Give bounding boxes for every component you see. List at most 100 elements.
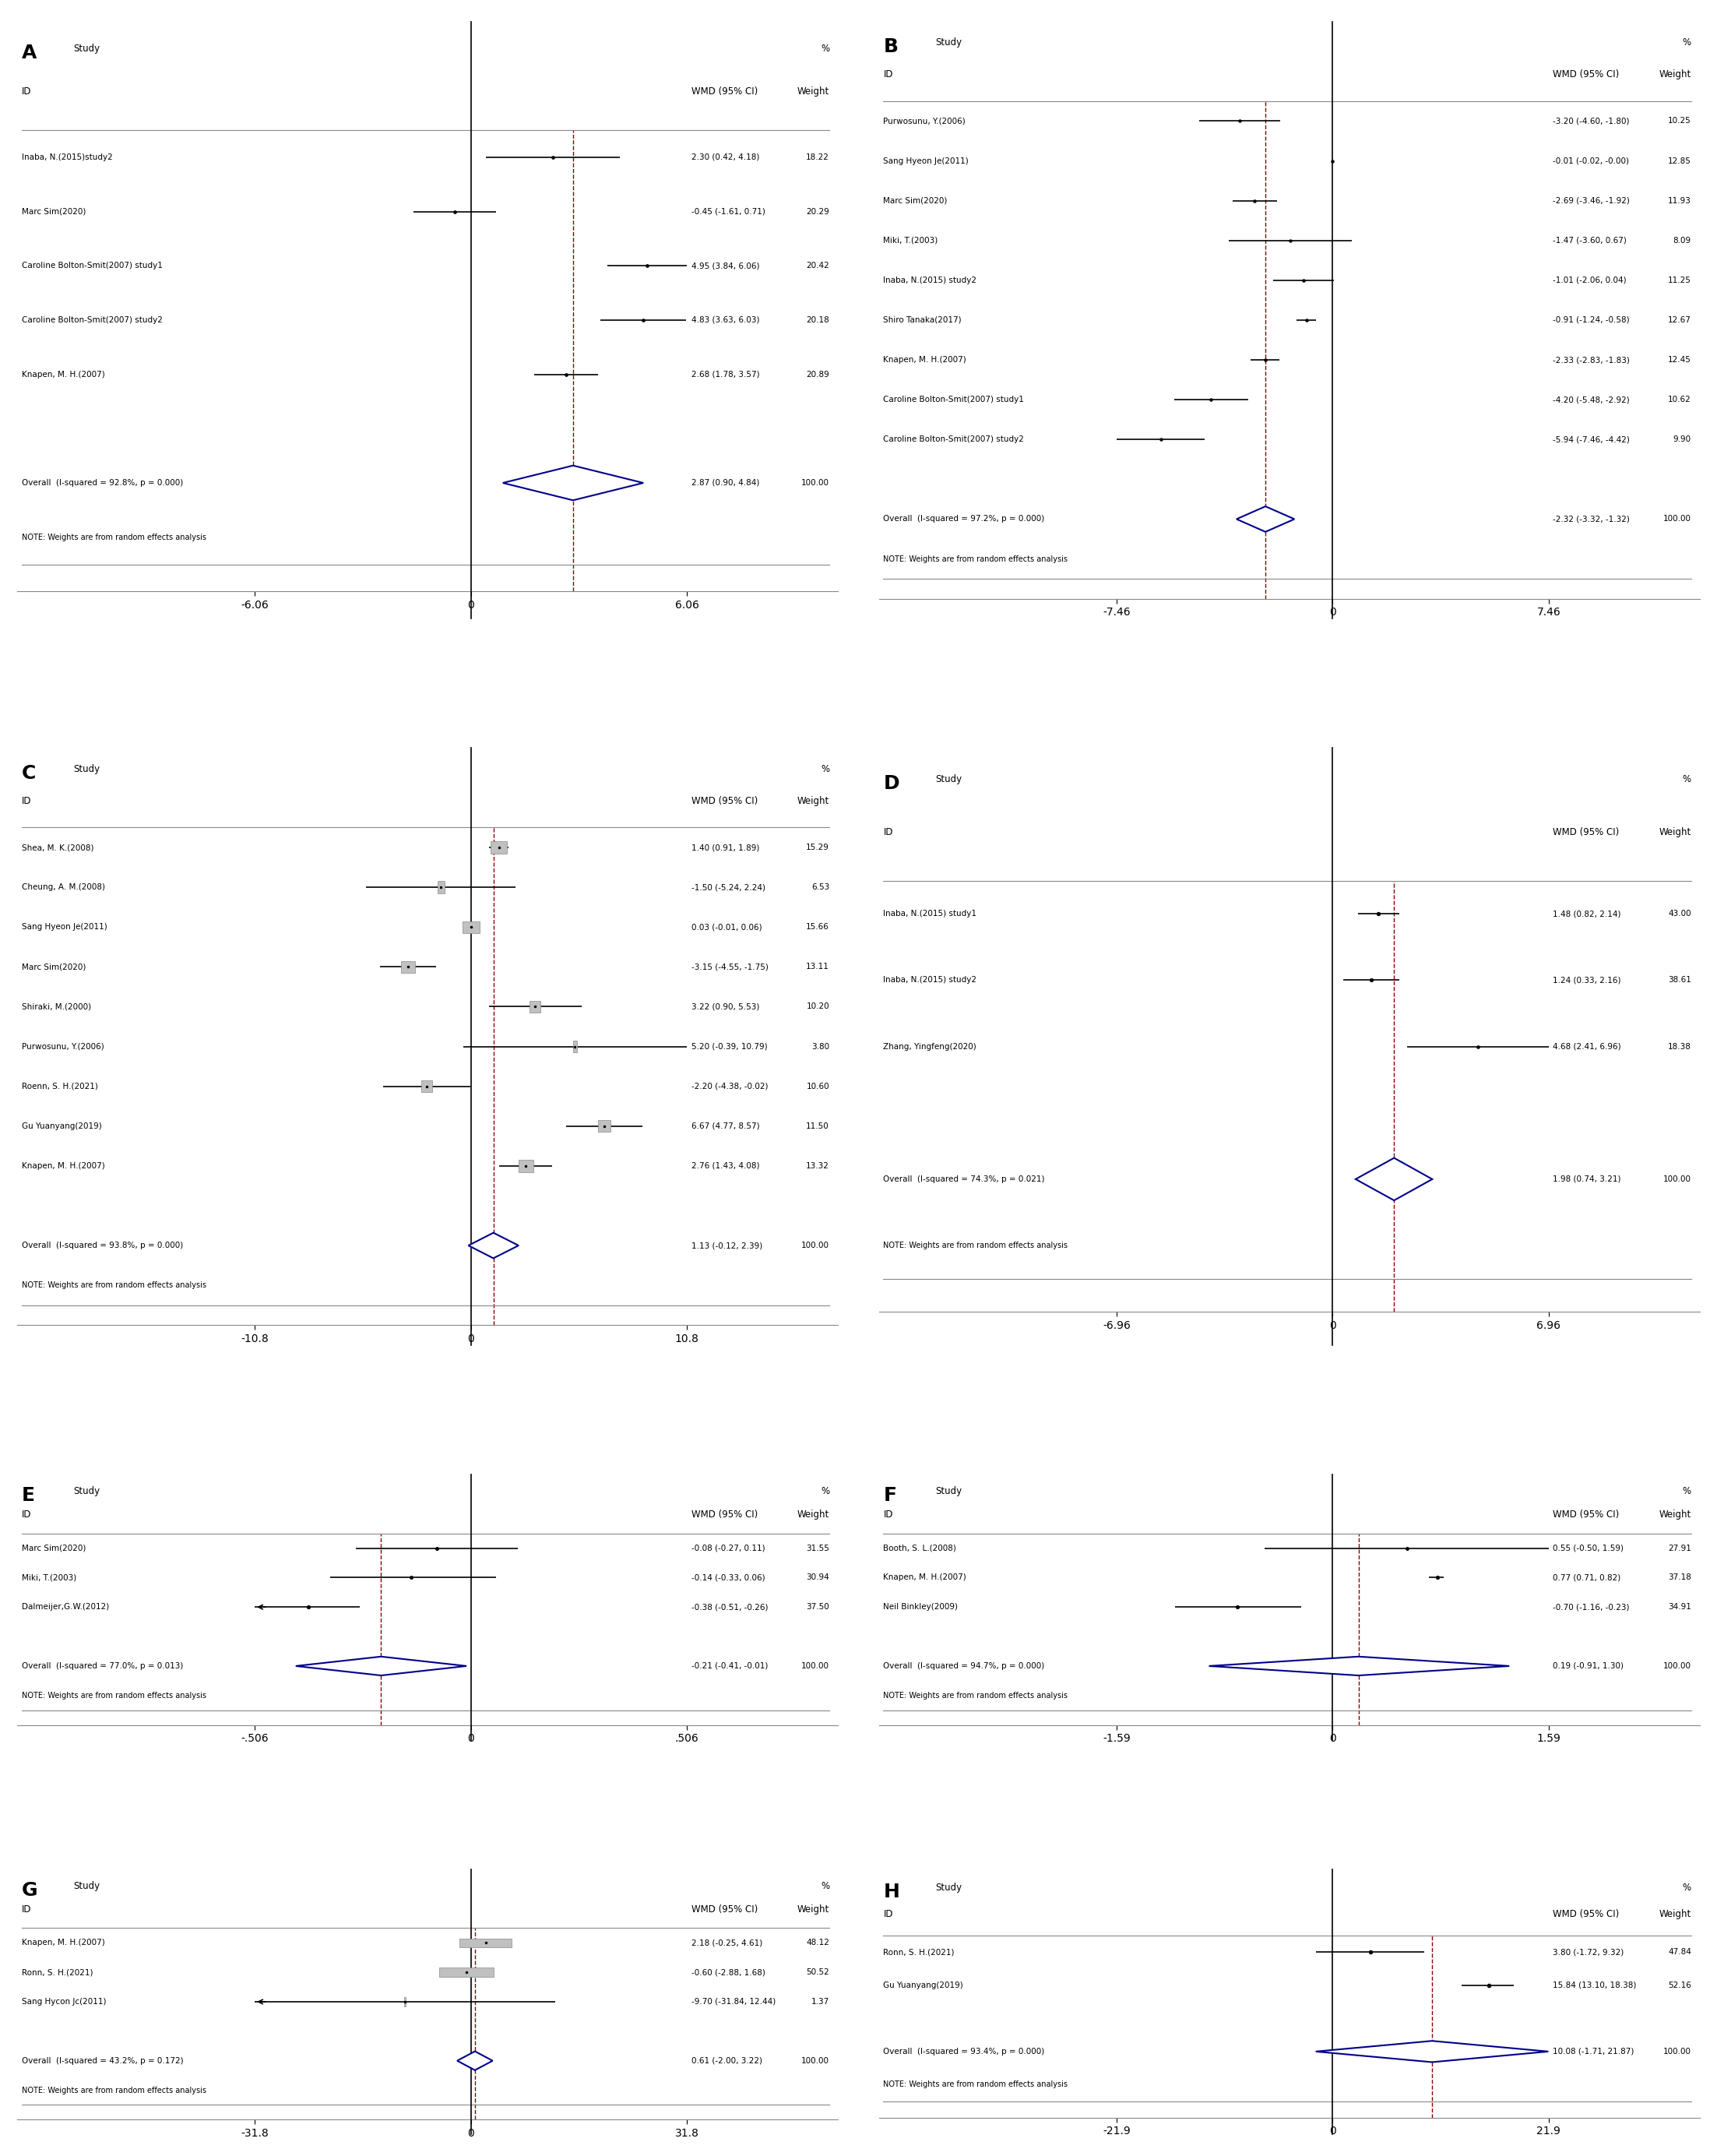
Text: 6.67 (4.77, 8.57): 6.67 (4.77, 8.57) <box>692 1123 759 1130</box>
Text: Purwosunu, Y.(2006): Purwosunu, Y.(2006) <box>22 1044 103 1050</box>
Text: Caroline Bolton-Smit(2007) study2: Caroline Bolton-Smit(2007) study2 <box>22 317 163 323</box>
Text: Marc Sim(2020): Marc Sim(2020) <box>22 1544 86 1552</box>
Text: %: % <box>1683 37 1691 47</box>
Text: 1.98 (0.74, 3.21): 1.98 (0.74, 3.21) <box>1552 1175 1621 1184</box>
Text: 100.00: 100.00 <box>802 1242 829 1248</box>
Text: Weight: Weight <box>1659 69 1691 80</box>
Bar <box>403 1996 405 2007</box>
Text: 2.87 (0.90, 4.84): 2.87 (0.90, 4.84) <box>692 479 759 487</box>
Text: Roenn, S. H.(2021): Roenn, S. H.(2021) <box>22 1082 98 1091</box>
Text: 100.00: 100.00 <box>802 1662 829 1671</box>
Text: 38.61: 38.61 <box>1667 977 1691 983</box>
Polygon shape <box>1209 1656 1509 1675</box>
Text: Inaba, N.(2015) study1: Inaba, N.(2015) study1 <box>883 910 977 918</box>
Bar <box>421 1080 433 1093</box>
Text: 1.13 (-0.12, 2.39): 1.13 (-0.12, 2.39) <box>692 1242 762 1248</box>
Text: 37.18: 37.18 <box>1667 1574 1691 1583</box>
Text: %: % <box>1683 774 1691 785</box>
Text: ID: ID <box>883 69 893 80</box>
Text: E: E <box>22 1485 34 1505</box>
Text: D: D <box>883 774 900 793</box>
Polygon shape <box>1236 507 1295 533</box>
Bar <box>519 1160 534 1173</box>
Text: Knapen, M. H.(2007): Knapen, M. H.(2007) <box>22 1162 105 1171</box>
Text: 9.90: 9.90 <box>1672 436 1691 444</box>
Text: Caroline Bolton-Smit(2007) study1: Caroline Bolton-Smit(2007) study1 <box>22 261 163 270</box>
Bar <box>573 1041 577 1052</box>
Text: 100.00: 100.00 <box>1664 515 1691 524</box>
Text: Weight: Weight <box>1659 828 1691 839</box>
Text: 20.29: 20.29 <box>807 207 829 216</box>
Polygon shape <box>469 1233 519 1259</box>
Text: -0.38 (-0.51, -0.26): -0.38 (-0.51, -0.26) <box>692 1604 767 1611</box>
Text: 10.62: 10.62 <box>1667 397 1691 403</box>
Text: Sang Hyeon Je(2011): Sang Hyeon Je(2011) <box>22 923 106 931</box>
Text: -3.20 (-4.60, -1.80): -3.20 (-4.60, -1.80) <box>1552 116 1629 125</box>
Text: Sang Hycon Jc(2011): Sang Hycon Jc(2011) <box>22 1999 106 2005</box>
Text: Overall  (I-squared = 74.3%, p = 0.021): Overall (I-squared = 74.3%, p = 0.021) <box>883 1175 1046 1184</box>
Text: -0.14 (-0.33, 0.06): -0.14 (-0.33, 0.06) <box>692 1574 764 1583</box>
Bar <box>400 962 416 972</box>
Text: 3.22 (0.90, 5.53): 3.22 (0.90, 5.53) <box>692 1003 759 1011</box>
Text: Shiraki, M.(2000): Shiraki, M.(2000) <box>22 1003 91 1011</box>
Text: ID: ID <box>883 1509 893 1520</box>
Text: %: % <box>1683 1882 1691 1893</box>
Text: Miki, T.(2003): Miki, T.(2003) <box>22 1574 76 1583</box>
Text: 11.25: 11.25 <box>1667 276 1691 285</box>
Text: -3.15 (-4.55, -1.75): -3.15 (-4.55, -1.75) <box>692 964 767 970</box>
Text: 1.37: 1.37 <box>810 1999 829 2005</box>
Text: -9.70 (-31.84, 12.44): -9.70 (-31.84, 12.44) <box>692 1999 776 2005</box>
Text: Gu Yuanyang(2019): Gu Yuanyang(2019) <box>22 1123 101 1130</box>
Text: Knapen, M. H.(2007): Knapen, M. H.(2007) <box>883 1574 967 1583</box>
Polygon shape <box>1356 1158 1432 1201</box>
Text: NOTE: Weights are from random effects analysis: NOTE: Weights are from random effects an… <box>883 2081 1068 2089</box>
Text: -0.21 (-0.41, -0.01): -0.21 (-0.41, -0.01) <box>692 1662 767 1671</box>
Text: 43.00: 43.00 <box>1669 910 1691 918</box>
Text: Study: Study <box>936 1485 962 1496</box>
Text: 50.52: 50.52 <box>807 1968 829 1977</box>
Text: B: B <box>883 37 898 56</box>
Text: 0.61 (-2.00, 3.22): 0.61 (-2.00, 3.22) <box>692 2057 762 2065</box>
Text: NOTE: Weights are from random effects analysis: NOTE: Weights are from random effects an… <box>883 554 1068 563</box>
Text: -0.60 (-2.88, 1.68): -0.60 (-2.88, 1.68) <box>692 1968 766 1977</box>
Text: Cheung, A. M.(2008): Cheung, A. M.(2008) <box>22 884 105 890</box>
Text: F: F <box>883 1485 896 1505</box>
Text: 1.48 (0.82, 2.14): 1.48 (0.82, 2.14) <box>1552 910 1621 918</box>
Text: 100.00: 100.00 <box>1664 2048 1691 2055</box>
Text: Study: Study <box>74 43 100 54</box>
Text: 6.53: 6.53 <box>810 884 829 890</box>
Text: 1.24 (0.33, 2.16): 1.24 (0.33, 2.16) <box>1552 977 1621 983</box>
Text: -2.20 (-4.38, -0.02): -2.20 (-4.38, -0.02) <box>692 1082 767 1091</box>
Text: 48.12: 48.12 <box>805 1938 829 1947</box>
Text: 47.84: 47.84 <box>1667 1949 1691 1955</box>
Text: 2.76 (1.43, 4.08): 2.76 (1.43, 4.08) <box>692 1162 759 1171</box>
Text: Shiro Tanaka(2017): Shiro Tanaka(2017) <box>883 317 962 323</box>
Text: Study: Study <box>74 763 100 774</box>
Text: -0.45 (-1.61, 0.71): -0.45 (-1.61, 0.71) <box>692 207 766 216</box>
Text: Weight: Weight <box>797 1904 829 1915</box>
Text: 52.16: 52.16 <box>1667 1981 1691 1990</box>
Text: Weight: Weight <box>1659 1908 1691 1919</box>
Text: 2.68 (1.78, 3.57): 2.68 (1.78, 3.57) <box>692 371 759 377</box>
Text: 18.38: 18.38 <box>1667 1044 1691 1050</box>
Text: WMD (95% CI): WMD (95% CI) <box>692 1509 757 1520</box>
Text: -2.33 (-2.83, -1.83): -2.33 (-2.83, -1.83) <box>1552 356 1629 364</box>
Text: ID: ID <box>22 1904 31 1915</box>
Bar <box>464 921 479 934</box>
Text: 1.40 (0.91, 1.89): 1.40 (0.91, 1.89) <box>692 843 759 852</box>
Text: Study: Study <box>936 37 962 47</box>
Text: 100.00: 100.00 <box>1664 1175 1691 1184</box>
Text: G: G <box>22 1880 38 1899</box>
Text: WMD (95% CI): WMD (95% CI) <box>1552 828 1619 839</box>
Text: 8.09: 8.09 <box>1672 237 1691 244</box>
Text: Sang Hyeon Je(2011): Sang Hyeon Je(2011) <box>883 157 968 164</box>
Text: Knapen, M. H.(2007): Knapen, M. H.(2007) <box>22 371 105 377</box>
Text: 100.00: 100.00 <box>1664 1662 1691 1671</box>
Text: 2.30 (0.42, 4.18): 2.30 (0.42, 4.18) <box>692 153 759 162</box>
Text: Study: Study <box>936 774 962 785</box>
Text: Marc Sim(2020): Marc Sim(2020) <box>22 964 86 970</box>
Text: -0.01 (-0.02, -0.00): -0.01 (-0.02, -0.00) <box>1552 157 1629 164</box>
Text: ID: ID <box>22 1509 31 1520</box>
Text: 13.11: 13.11 <box>805 964 829 970</box>
Text: -5.94 (-7.46, -4.42): -5.94 (-7.46, -4.42) <box>1552 436 1629 444</box>
